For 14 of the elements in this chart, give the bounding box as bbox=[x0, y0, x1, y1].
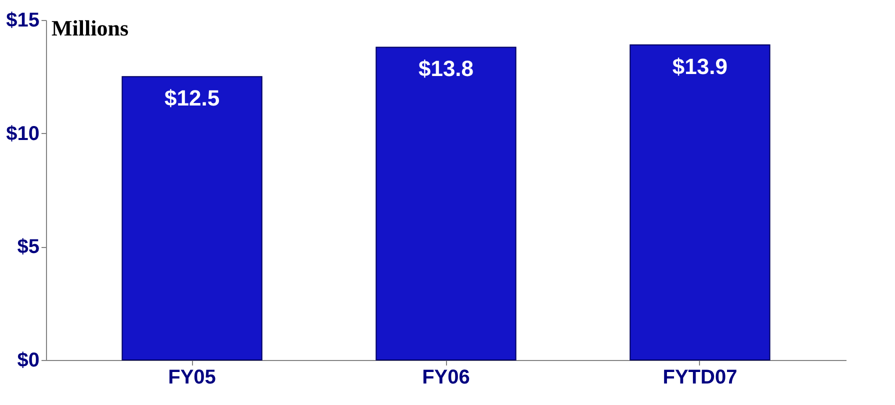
data-label: $12.5 bbox=[164, 86, 220, 111]
x-tick-label: FYTD07 bbox=[662, 366, 738, 388]
bar bbox=[122, 76, 262, 360]
y-tick-label: $5 bbox=[17, 236, 40, 258]
y-tick-label: $15 bbox=[6, 10, 40, 32]
x-tick-label: FY06 bbox=[422, 366, 470, 388]
y-tick-label: $10 bbox=[6, 122, 40, 145]
data-label: $13.9 bbox=[672, 54, 728, 79]
bar bbox=[376, 46, 516, 360]
x-tick-label: FY05 bbox=[168, 366, 216, 388]
y-axis-title: Millions bbox=[52, 16, 129, 40]
data-label: $13.8 bbox=[418, 56, 474, 82]
bar bbox=[630, 44, 770, 360]
y-tick-label: $0 bbox=[17, 350, 40, 372]
